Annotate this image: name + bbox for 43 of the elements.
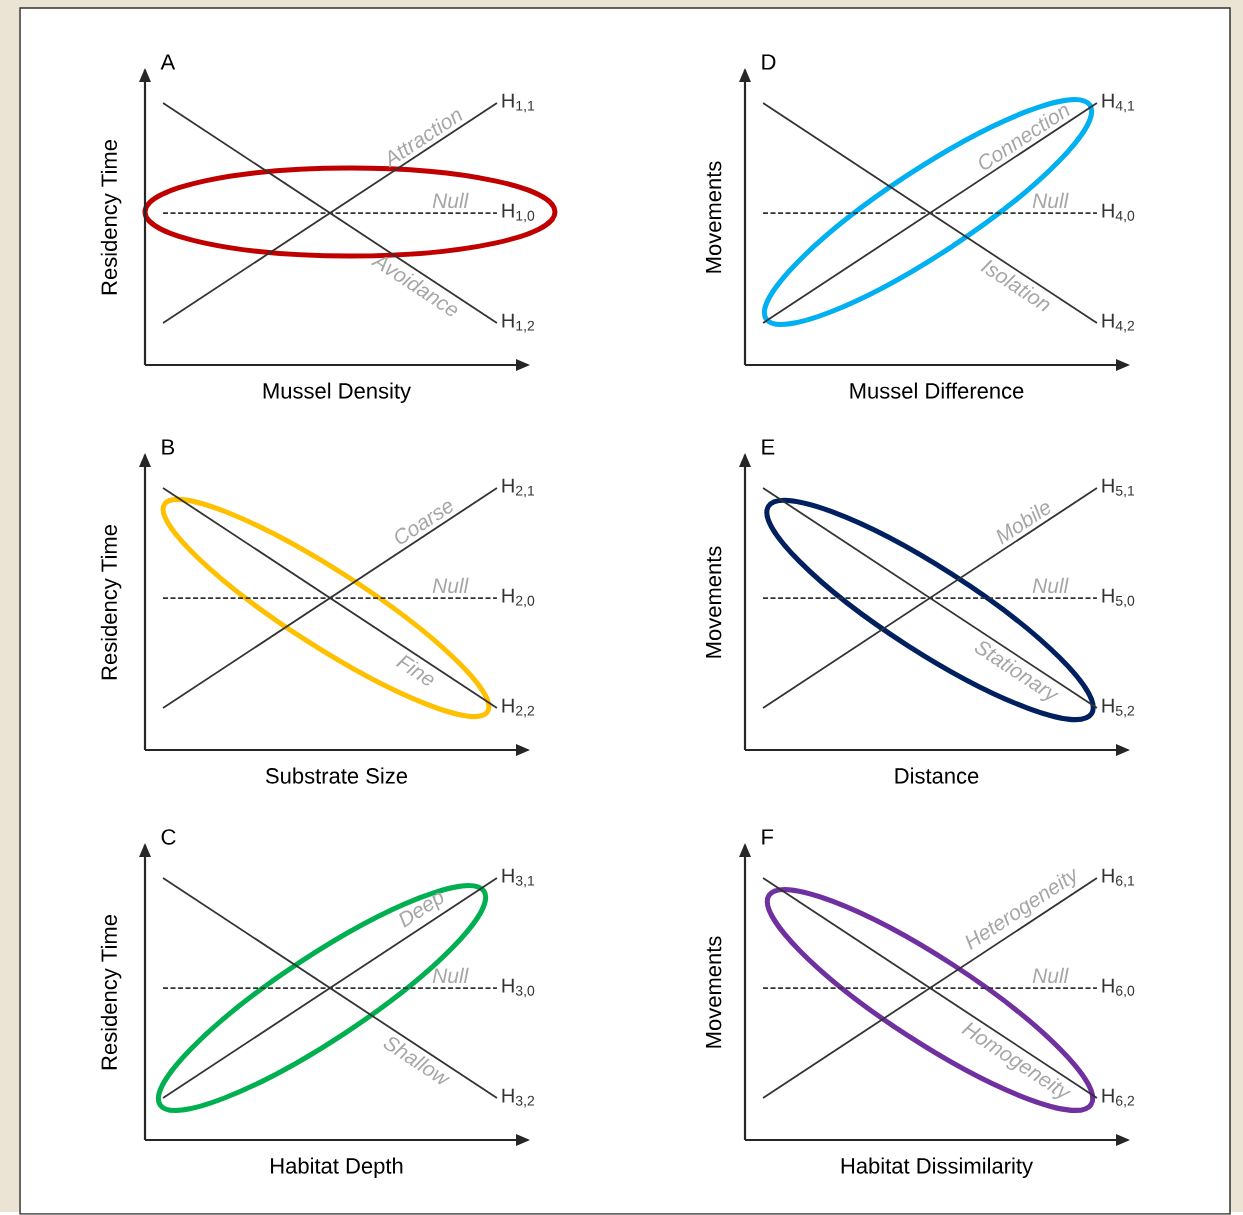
series-label: H$_{5,1}$ [1102, 478, 1135, 498]
series-label: H$_{3,2}$ [502, 1088, 535, 1108]
series-label: H$_{6,2}$ [1102, 1088, 1135, 1108]
series-label: H$_{1,1}$ [502, 93, 535, 113]
series-label: H$_{6,1}$ [1102, 868, 1135, 888]
series-label: H$_{2,2}$ [502, 698, 535, 718]
chart-title: F [762, 829, 774, 845]
chart-title: A [160, 54, 176, 70]
y-axis-title: Movements [705, 936, 722, 1048]
x-axis-title: Substrate Size [265, 767, 408, 784]
chart-title: D [762, 54, 776, 70]
x-axis-title: Mussel Difference [850, 382, 1024, 399]
chart-title: E [762, 439, 775, 455]
annotation: Null [432, 577, 469, 594]
series-label: H$_{2,1}$ [502, 478, 535, 498]
x-axis-title: Distance [895, 767, 979, 784]
chart-title: C [161, 829, 176, 845]
series-label: H$_{1,0}$ [502, 203, 535, 223]
series-label: H$_{1,2}$ [502, 313, 535, 333]
y-axis-title: Residency Time [100, 525, 122, 680]
series-label: H$_{6,0}$ [1102, 978, 1135, 998]
y-axis-title: Residency Time [100, 915, 122, 1070]
annotation: Fine [395, 655, 434, 686]
annotation: Null [432, 967, 469, 984]
x-axis-title: Mussel Density [263, 382, 411, 404]
y-axis-title: Residency Time [100, 140, 122, 295]
series-label: H$_{4,2}$ [1102, 313, 1135, 333]
annotation: Null [1032, 192, 1069, 209]
series-label: H$_{3,0}$ [502, 978, 535, 998]
x-axis-title: Habitat Depth [271, 1157, 403, 1179]
y-axis-title: Movements [705, 546, 722, 658]
x-axis-title: Habitat Dissimilarity [841, 1157, 1033, 1179]
annotation: Null [1032, 967, 1069, 984]
series-label: H$_{3,1}$ [502, 868, 535, 888]
series-label: H$_{5,2}$ [1102, 698, 1135, 718]
series-label: H$_{4,0}$ [1102, 203, 1135, 223]
y-axis-title: Movements [705, 161, 722, 273]
annotation: Null [1032, 577, 1069, 594]
series-label: H$_{5,0}$ [1102, 588, 1135, 608]
series-label: H$_{4,1}$ [1102, 93, 1135, 113]
annotation: Null [432, 192, 469, 209]
series-label: H$_{2,0}$ [502, 588, 535, 608]
chart-title: B [162, 439, 175, 455]
